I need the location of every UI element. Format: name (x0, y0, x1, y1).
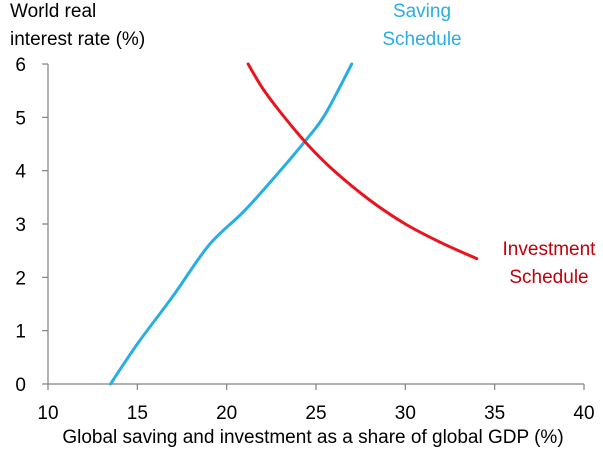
y-axis-ticks: 0 1 2 3 4 5 6 (15, 55, 48, 396)
x-tick-label: 30 (395, 403, 416, 424)
saving-schedule-label-line-1: Saving (393, 1, 451, 22)
y-tick-label: 2 (15, 268, 26, 289)
x-tick-label: 15 (127, 403, 148, 424)
y-tick-label: 3 (15, 215, 26, 236)
x-tick-label: 25 (305, 403, 326, 424)
y-axis-title-line-1: World real (10, 1, 96, 22)
series-layer (109, 62, 479, 386)
y-axis-title-line-2: interest rate (%) (10, 29, 145, 50)
investment-schedule-label-line-1: Investment (503, 239, 597, 260)
y-tick-label: 4 (15, 162, 26, 183)
x-tick-label: 35 (484, 403, 505, 424)
investment-schedule-line (246, 62, 479, 261)
saving-schedule-label-line-2: Schedule (382, 29, 461, 50)
y-tick-label: 5 (15, 108, 26, 129)
y-tick-label: 1 (15, 322, 26, 343)
saving-schedule-line (109, 62, 354, 386)
x-axis-ticks: 10 15 20 25 30 35 40 (37, 384, 595, 424)
x-tick-label: 20 (216, 403, 237, 424)
y-tick-label: 0 (15, 375, 26, 396)
x-tick-label: 40 (573, 403, 594, 424)
investment-schedule-label-line-2: Schedule (509, 267, 588, 288)
x-axis-title: Global saving and investment as a share … (62, 427, 563, 448)
x-tick-label: 10 (37, 403, 58, 424)
y-tick-label: 6 (15, 55, 26, 76)
